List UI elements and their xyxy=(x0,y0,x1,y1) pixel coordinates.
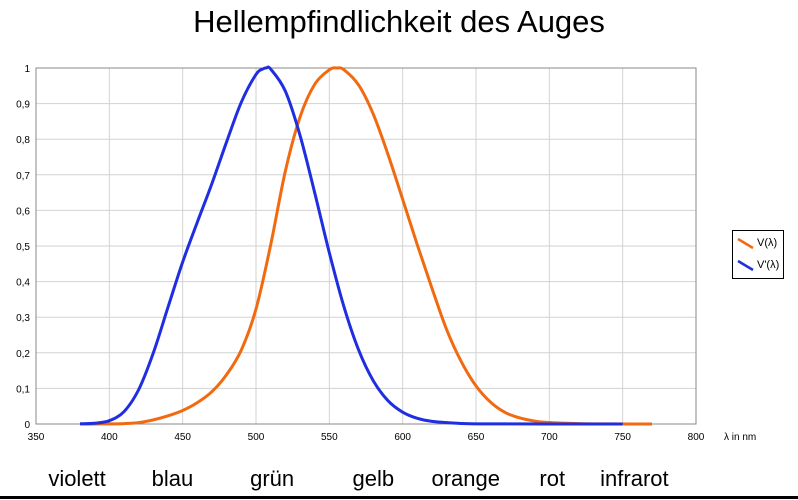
x-tick-label: 650 xyxy=(468,432,485,443)
y-tick-label: 0,5 xyxy=(16,242,30,253)
bottom-rule xyxy=(0,496,798,499)
y-tick-label: 0 xyxy=(24,420,30,431)
series-line-v-prime xyxy=(79,65,623,426)
y-tick-label: 1 xyxy=(24,64,30,75)
band-label: violett xyxy=(48,466,106,491)
band-label: blau xyxy=(151,466,194,491)
x-tick-label: 550 xyxy=(321,432,338,443)
x-tick-label: 450 xyxy=(174,432,191,443)
y-tick-label: 0,1 xyxy=(16,384,30,395)
x-tick-label: 500 xyxy=(248,432,265,443)
band-label: infrarot xyxy=(600,466,669,491)
legend-label-v: V(λ) xyxy=(757,237,778,249)
plot-area-frame xyxy=(35,67,697,425)
series-group xyxy=(79,65,653,426)
y-tick-label: 0,7 xyxy=(16,171,30,182)
x-tick-label: 800 xyxy=(688,432,705,443)
band-label: grün xyxy=(250,466,295,491)
x-tick-label: 750 xyxy=(614,432,631,443)
band-label: orange xyxy=(431,466,500,491)
y-tick-label: 0,4 xyxy=(16,278,30,289)
x-tick-label: 600 xyxy=(394,432,411,443)
x-tick-label: 350 xyxy=(28,432,45,443)
grid-lines xyxy=(35,67,697,425)
x-axis: 350 400 450 500 550 600 650 700 750 800 xyxy=(28,432,705,443)
band-label: rot xyxy=(539,466,566,491)
y-tick-label: 0,8 xyxy=(16,135,30,146)
y-axis: 0 0,1 0,2 0,3 0,4 0,5 0,6 0,7 0,8 0,9 1 xyxy=(16,64,30,431)
x-tick-label: 700 xyxy=(541,432,558,443)
x-tick-label: 400 xyxy=(101,432,118,443)
band-label: gelb xyxy=(352,466,395,491)
y-tick-label: 0,2 xyxy=(16,349,30,360)
x-axis-label: λ in nm xyxy=(724,432,756,443)
y-tick-label: 0,3 xyxy=(16,313,30,324)
legend: V(λ) V'(λ) xyxy=(732,230,784,279)
y-tick-label: 0,6 xyxy=(16,206,30,217)
chart-title: Hellempfindlichkeit des Auges xyxy=(193,4,605,39)
series-line-v xyxy=(79,66,653,426)
legend-label-v-prime: V'(λ) xyxy=(757,259,780,271)
y-tick-label: 0,9 xyxy=(16,100,30,111)
